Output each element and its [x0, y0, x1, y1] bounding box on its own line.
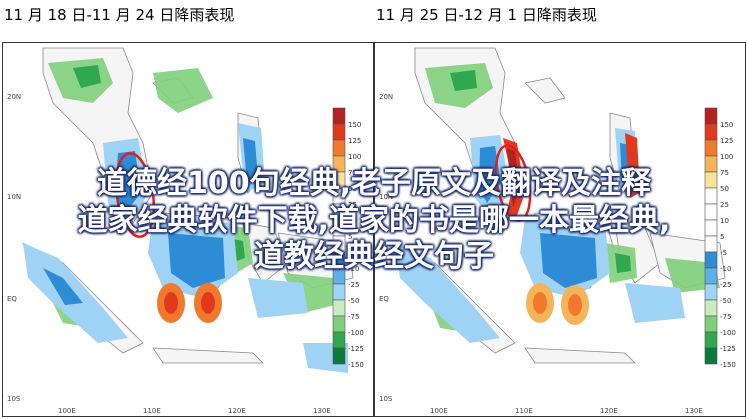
highlight-circle — [494, 144, 532, 222]
legend-label: 100 — [720, 153, 733, 161]
legend-swatch — [332, 299, 346, 317]
lat-label-eq: EQ — [7, 295, 17, 303]
legend-label: 5 — [720, 233, 724, 241]
panel-left-title: 11 月 18 日-11 月 24 日降雨表现 — [4, 6, 235, 24]
lat-label-10n: 10N — [7, 193, 21, 201]
legend-label: -75 — [720, 313, 731, 321]
legend-label: 25 — [348, 201, 357, 209]
highlight-circle — [114, 152, 156, 238]
legend-label: -75 — [348, 313, 359, 321]
legend-label: 10 — [720, 217, 729, 225]
panel-right-title: 11 月 25 日-12 月 1 日降雨表现 — [376, 6, 597, 24]
legend-swatch — [332, 283, 346, 301]
legend-label: -125 — [348, 345, 364, 353]
lat-label-20n: 20N — [7, 93, 21, 101]
legend-label: -5 — [720, 249, 727, 257]
legend-swatch — [704, 315, 718, 333]
legend-label: 10 — [348, 217, 357, 225]
legend-label: -100 — [720, 329, 736, 337]
legend-swatch — [704, 299, 718, 317]
lat-label-eq: EQ — [379, 295, 389, 303]
legend-label: 75 — [348, 169, 357, 177]
lat-label-20n: 20N — [379, 93, 393, 101]
legend-label: 25 — [720, 201, 729, 209]
rainfall-map-right: 20N 10N EQ 10S 100E 110E 120E 130E 150 12… — [379, 47, 736, 415]
lat-label-10s: 10S — [379, 395, 393, 403]
legend-swatch — [332, 331, 346, 349]
legend-label: 5 — [348, 233, 352, 241]
rain-darkgreen-areas — [450, 70, 631, 273]
legend-swatch — [332, 123, 346, 141]
rain-hotspots — [526, 283, 589, 325]
lat-label-10s: 10S — [7, 395, 21, 403]
overlay-text-line-3: 道教经典经文句子 — [254, 239, 494, 274]
map-panel-right: 20N 10N EQ 10S 100E 110E 120E 130E 150 12… — [374, 42, 746, 417]
legend-label: -125 — [720, 345, 736, 353]
rainfall-map-left: 20N 10N EQ 10S 100E 110E 120E 130E 150 12… — [7, 47, 364, 415]
legend-swatch — [704, 331, 718, 349]
legend-label: 125 — [348, 137, 361, 145]
legend-swatch — [332, 139, 346, 157]
lon-label-130e: 130E — [685, 407, 703, 415]
legend-label: 50 — [720, 185, 729, 193]
legend-label: 100 — [348, 153, 361, 161]
legend-swatch — [704, 139, 718, 157]
color-legend: 150 125 100 75 50 25 10 5 -5 -10 -25 -50 -75 -100 -125… — [332, 107, 364, 369]
legend-swatch — [704, 107, 718, 125]
legend-label: -10 — [720, 265, 731, 273]
lon-label-100e: 100E — [430, 407, 448, 415]
legend-swatch — [704, 283, 718, 301]
lon-label-100e: 100E — [58, 407, 76, 415]
legend-swatch — [332, 347, 346, 365]
legend-label: 150 — [348, 121, 361, 129]
rain-hotspots — [157, 283, 222, 323]
rain-red-band — [503, 133, 640, 221]
lat-label-10n: 10N — [379, 193, 393, 201]
legend-swatch — [704, 347, 718, 365]
map-panel-left: 20N 10N EQ 10S 100E 110E 120E 130E 150 12… — [2, 42, 374, 417]
overlay-text-line-1: 道德经100句经典,老子原文及翻译及注释 — [96, 166, 652, 201]
legend-label: 75 — [720, 169, 729, 177]
legend-label: -5 — [348, 249, 355, 257]
legend-label: -50 — [348, 297, 359, 305]
overlay-text-line-2: 道家经典软件下载,道家的书是哪一本最经典, — [77, 203, 671, 238]
color-legend: 150 125 100 75 50 25 10 5 -5 -10 -25 -50 -75 -100 -125… — [704, 107, 736, 369]
legend-label: -10 — [348, 265, 359, 273]
legend-label: -150 — [348, 361, 364, 369]
legend-label: -25 — [348, 281, 359, 289]
legend-label: 150 — [720, 121, 733, 129]
lon-label-120e: 120E — [228, 407, 246, 415]
rain-blue-areas — [43, 138, 258, 305]
legend-label: -150 — [720, 361, 736, 369]
legend-label: -100 — [348, 329, 364, 337]
legend-label: 50 — [348, 185, 357, 193]
lon-label-110e: 110E — [143, 407, 161, 415]
legend-label: -50 — [720, 297, 731, 305]
legend-label: 125 — [720, 137, 733, 145]
legend-swatch — [704, 123, 718, 141]
legend-swatch — [332, 107, 346, 125]
legend-label: -25 — [720, 281, 731, 289]
lon-label-120e: 120E — [600, 407, 618, 415]
lon-label-130e: 130E — [313, 407, 331, 415]
lon-label-110e: 110E — [515, 407, 533, 415]
legend-swatch — [332, 315, 346, 333]
